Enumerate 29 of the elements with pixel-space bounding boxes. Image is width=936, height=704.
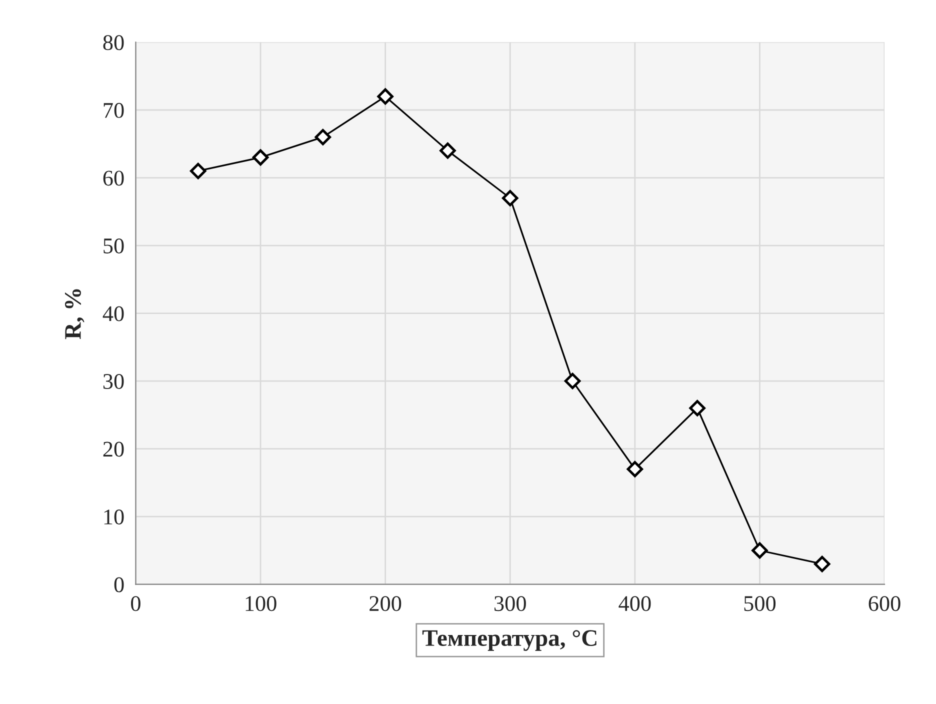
- x-tick-label: 500: [744, 596, 776, 612]
- point: [314, 128, 332, 146]
- x-tick-label: 600: [868, 596, 900, 612]
- point: [752, 542, 768, 559]
- y-tick-label: 10: [104, 509, 124, 524]
- x-tick-label: 0: [131, 596, 140, 612]
- point: [564, 372, 581, 390]
- x-axis-title: Температура, °C: [422, 630, 596, 651]
- x-tick-label: 100: [246, 596, 276, 612]
- point: [377, 88, 394, 105]
- x-tick-label: 300: [494, 596, 526, 612]
- y-tick-label: 80: [103, 35, 124, 50]
- y-tick-label: 50: [104, 238, 124, 254]
- point: [626, 461, 644, 478]
- y-tick-label: 0: [114, 577, 124, 592]
- x-tick-label: 400: [618, 596, 651, 612]
- y-tick-label: 30: [103, 374, 124, 389]
- point: [190, 162, 206, 180]
- point: [440, 142, 456, 159]
- point: [252, 149, 269, 166]
- point: [814, 556, 830, 572]
- y-tick-label: 40: [102, 306, 124, 322]
- y-tick-label: 70: [104, 102, 124, 118]
- point: [502, 190, 518, 206]
- point: [689, 400, 706, 416]
- y-tick-label: 20: [103, 442, 124, 457]
- x-tick-label: 200: [370, 596, 402, 612]
- y-axis-title: R, %: [64, 289, 84, 340]
- y-tick-label: 60: [103, 170, 124, 186]
